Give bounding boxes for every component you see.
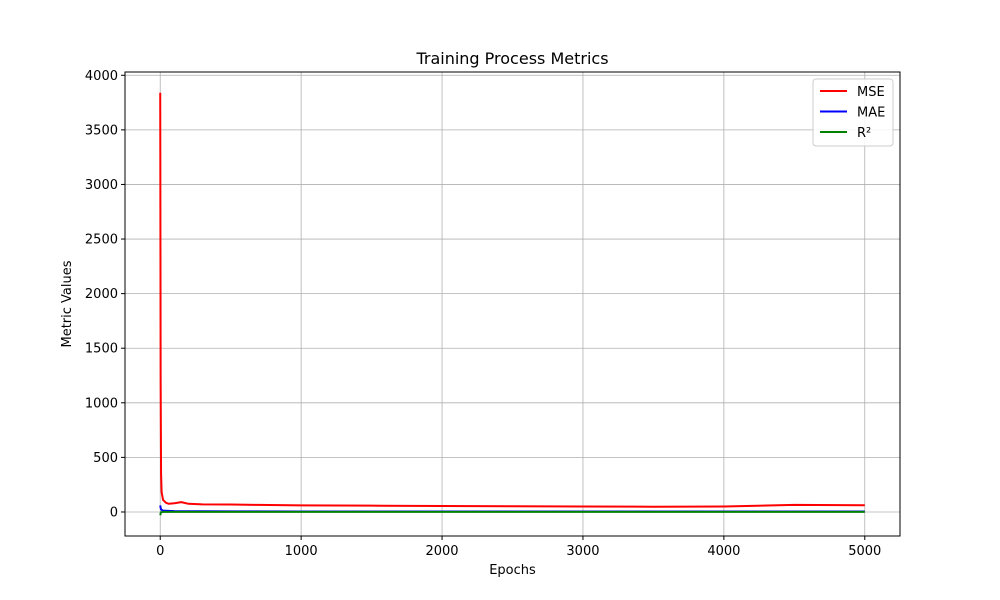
x-tick-label: 0: [156, 544, 164, 559]
x-tick-label: 4000: [707, 544, 740, 559]
series-line-mse: [159, 92, 865, 508]
chart-title: Training Process Metrics: [415, 49, 608, 68]
grid: [125, 72, 900, 536]
legend-box: [812, 78, 894, 147]
y-tick-label: 1500: [85, 342, 118, 357]
y-tick-label: 0: [110, 505, 118, 520]
y-tick-label: 4000: [85, 69, 118, 84]
x-tick-label: 3000: [566, 544, 599, 559]
y-tick-label: 2500: [85, 233, 118, 248]
x-axis-title: Epochs: [489, 563, 536, 578]
y-tick-label: 3000: [85, 178, 118, 193]
x-tick-label: 5000: [848, 544, 881, 559]
y-tick-label: 1000: [85, 396, 118, 411]
legend-label: MAE: [857, 106, 885, 121]
series-line-r: [159, 510, 865, 516]
series-layer: [159, 92, 865, 516]
plot-frame: [124, 71, 901, 537]
legend-label: R²: [857, 126, 871, 141]
ticks: 0 1000 2000 3000 4000 5000 0 500 1000 1500 2000 250…: [85, 69, 881, 559]
y-tick-label: 2000: [85, 287, 118, 302]
y-axis-title: Metric Values: [60, 260, 75, 347]
x-tick-label: 1000: [285, 544, 318, 559]
legend: MSE MAE R²: [812, 78, 894, 147]
y-tick-label: 500: [93, 451, 118, 466]
y-tick-label: 3500: [85, 123, 118, 138]
legend-label: MSE: [857, 85, 885, 100]
x-tick-label: 2000: [425, 544, 458, 559]
